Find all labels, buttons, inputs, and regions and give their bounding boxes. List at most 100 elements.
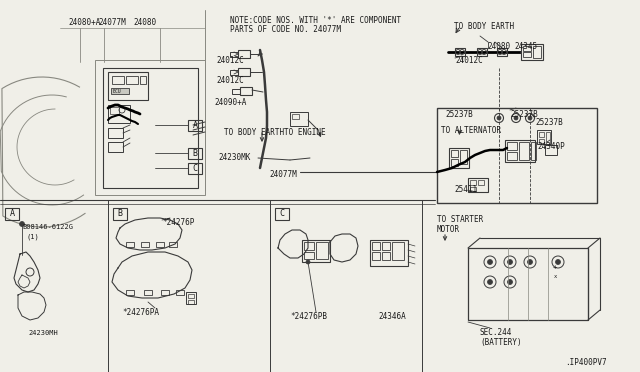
- Text: *24276P: *24276P: [162, 218, 195, 227]
- Bar: [156, 242, 164, 247]
- Text: PARTS OF CODE NO. 24077M: PARTS OF CODE NO. 24077M: [230, 25, 341, 34]
- Text: 24080: 24080: [133, 18, 156, 27]
- Text: A: A: [10, 209, 15, 218]
- Bar: [111, 88, 129, 94]
- Bar: [470, 180, 476, 185]
- Circle shape: [508, 260, 513, 264]
- Bar: [372, 252, 380, 260]
- Text: 24012C: 24012C: [216, 76, 244, 85]
- Text: 24080: 24080: [487, 42, 510, 51]
- Bar: [531, 142, 536, 160]
- Bar: [505, 140, 535, 162]
- Bar: [113, 208, 127, 220]
- Text: 24077M: 24077M: [98, 18, 125, 27]
- Bar: [545, 145, 557, 155]
- Text: 24012C: 24012C: [455, 56, 483, 65]
- Bar: [521, 44, 543, 60]
- Text: 24012C: 24012C: [216, 56, 244, 65]
- Bar: [141, 242, 149, 247]
- Bar: [451, 150, 458, 157]
- Text: TO ENGINE: TO ENGINE: [284, 128, 326, 137]
- Bar: [372, 242, 380, 250]
- Bar: [232, 89, 240, 94]
- Bar: [275, 208, 289, 220]
- Bar: [176, 290, 184, 295]
- Circle shape: [508, 279, 513, 285]
- Bar: [468, 248, 588, 320]
- Bar: [108, 142, 123, 152]
- Bar: [188, 120, 202, 131]
- Bar: [161, 290, 169, 295]
- Text: *24276PA: *24276PA: [122, 308, 159, 317]
- Bar: [126, 290, 134, 295]
- Bar: [126, 76, 138, 84]
- Text: C: C: [193, 164, 198, 173]
- Text: SEC.244: SEC.244: [480, 328, 513, 337]
- Bar: [238, 68, 250, 76]
- Bar: [144, 290, 152, 295]
- Bar: [238, 50, 250, 58]
- Text: 24230MH: 24230MH: [28, 330, 58, 336]
- Circle shape: [556, 260, 561, 264]
- Bar: [470, 187, 476, 191]
- Text: 24340P: 24340P: [537, 142, 564, 151]
- Bar: [188, 300, 194, 304]
- Circle shape: [19, 221, 24, 227]
- Bar: [5, 208, 19, 220]
- Bar: [108, 72, 148, 100]
- Text: .IP400PV7: .IP400PV7: [565, 358, 607, 367]
- Bar: [382, 252, 390, 260]
- Bar: [112, 76, 124, 84]
- Text: 25237B: 25237B: [445, 110, 473, 119]
- Bar: [523, 52, 531, 57]
- Bar: [304, 252, 314, 259]
- Bar: [95, 60, 205, 195]
- Bar: [292, 114, 299, 119]
- Text: 24345: 24345: [514, 42, 537, 51]
- Bar: [455, 48, 465, 56]
- Text: (1): (1): [26, 233, 39, 240]
- Circle shape: [527, 260, 532, 264]
- Bar: [110, 107, 119, 114]
- Bar: [304, 242, 314, 250]
- Bar: [507, 142, 517, 150]
- Bar: [497, 48, 507, 56]
- Text: (BATTERY): (BATTERY): [480, 338, 522, 347]
- Text: 24090+A: 24090+A: [214, 98, 246, 107]
- Text: 24077M: 24077M: [269, 170, 297, 179]
- Text: 25237B: 25237B: [510, 110, 538, 119]
- Text: TO BODY EARTH: TO BODY EARTH: [224, 128, 284, 137]
- Bar: [507, 152, 517, 160]
- Bar: [240, 87, 252, 95]
- Bar: [302, 240, 330, 262]
- Bar: [519, 142, 529, 160]
- Text: TO BODY EARTH: TO BODY EARTH: [454, 22, 514, 31]
- Circle shape: [488, 260, 493, 264]
- Bar: [169, 242, 177, 247]
- Bar: [188, 294, 194, 298]
- Bar: [186, 292, 196, 304]
- Bar: [533, 46, 541, 58]
- Text: B08146-6122G: B08146-6122G: [22, 224, 73, 230]
- Bar: [103, 68, 198, 188]
- Text: A: A: [193, 121, 198, 130]
- Bar: [460, 150, 467, 164]
- Text: x: x: [554, 274, 557, 279]
- Bar: [523, 46, 531, 51]
- Text: 25411: 25411: [454, 185, 477, 194]
- Bar: [370, 240, 408, 266]
- Bar: [477, 48, 487, 56]
- Bar: [230, 52, 238, 57]
- Bar: [140, 76, 146, 84]
- Text: MOTOR: MOTOR: [437, 225, 460, 234]
- Bar: [188, 163, 202, 174]
- Bar: [126, 242, 134, 247]
- Text: TO STARTER: TO STARTER: [437, 215, 483, 224]
- Bar: [188, 148, 202, 159]
- Circle shape: [497, 116, 501, 120]
- Bar: [290, 112, 308, 126]
- Text: ECU: ECU: [112, 89, 120, 94]
- Text: 24080+A: 24080+A: [68, 18, 100, 27]
- Text: B: B: [118, 209, 122, 218]
- Bar: [382, 242, 390, 250]
